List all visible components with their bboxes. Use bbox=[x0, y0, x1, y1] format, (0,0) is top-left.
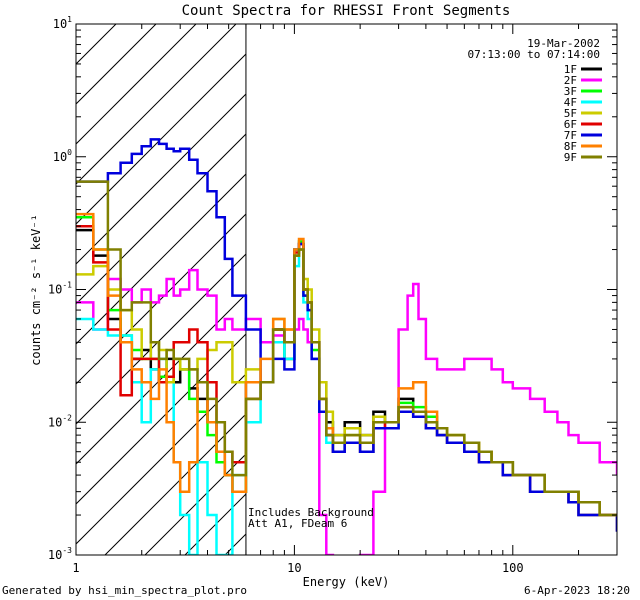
legend-date: 19-Mar-2002 bbox=[527, 37, 600, 50]
legend-label-5F: 5F bbox=[564, 107, 577, 120]
x-axis-label: Energy (keV) bbox=[303, 575, 390, 589]
y-tick-label: 10-1 bbox=[48, 281, 72, 297]
series-line-9F bbox=[76, 180, 617, 517]
annotation-line-1: Includes Background bbox=[248, 506, 374, 519]
axis-ticks: 1 10 100 10-3 10-2 10-1 100 101 bbox=[48, 15, 618, 575]
series-line-8F bbox=[76, 212, 617, 517]
y-tick-label: 101 bbox=[53, 15, 72, 31]
legend-label-7F: 7F bbox=[564, 129, 577, 142]
y-tick-label: 100 bbox=[53, 148, 72, 164]
series-line-6F bbox=[76, 224, 617, 532]
x-tick-label: 1 bbox=[72, 561, 79, 575]
annotation-line-2: Att A1, FDeam 6 bbox=[248, 517, 347, 530]
series-group bbox=[76, 138, 617, 555]
y-tick-label: 10-3 bbox=[48, 546, 72, 562]
x-tick-label: 100 bbox=[502, 561, 524, 575]
legend-label-6F: 6F bbox=[564, 118, 577, 131]
legend-label-9F: 9F bbox=[564, 151, 577, 164]
y-axis-label-group: counts cm⁻² s⁻¹ keV⁻¹ bbox=[29, 214, 43, 366]
x-tick-label: 10 bbox=[287, 561, 301, 575]
legend-label-4F: 4F bbox=[564, 96, 577, 109]
legend-label-2F: 2F bbox=[564, 74, 577, 87]
series-line-1F bbox=[76, 228, 617, 517]
footer-timestamp: 6-Apr-2023 18:20 bbox=[524, 584, 630, 597]
legend-label-3F: 3F bbox=[564, 85, 577, 98]
footer-generated-by: Generated by hsi_min_spectra_plot.pro bbox=[2, 584, 248, 597]
legend-time-range: 07:13:00 to 07:14:00 bbox=[468, 48, 600, 61]
series-line-7F bbox=[76, 138, 617, 532]
legend-label-8F: 8F bbox=[564, 140, 577, 153]
y-axis-label: counts cm⁻² s⁻¹ keV⁻¹ bbox=[29, 214, 43, 366]
series-line-3F bbox=[76, 216, 617, 517]
legend-label-1F: 1F bbox=[564, 63, 577, 76]
y-tick-label: 10-2 bbox=[48, 413, 72, 429]
chart-title: Count Spectra for RHESSI Front Segments bbox=[182, 3, 511, 19]
